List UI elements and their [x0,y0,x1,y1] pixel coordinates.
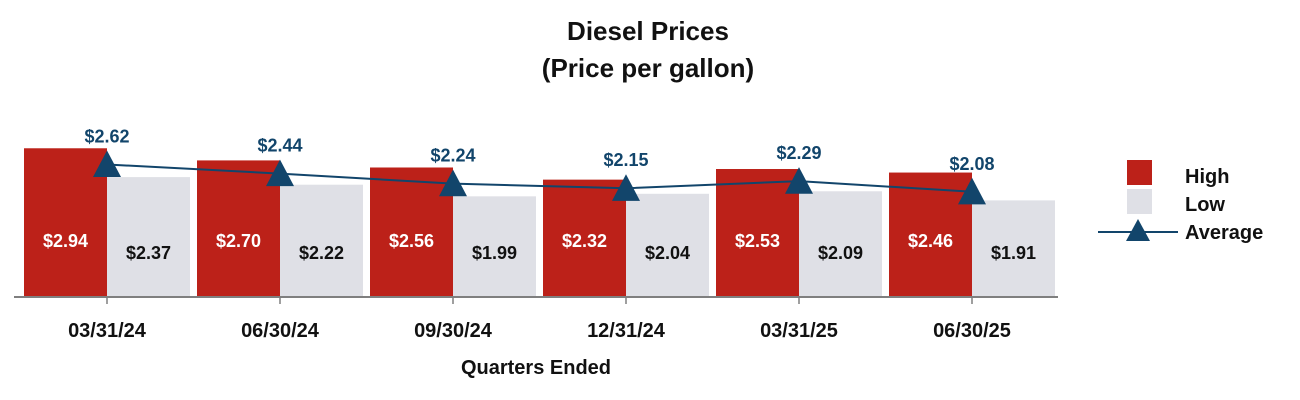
average-marker-triangle [958,177,986,205]
high-value-label: $2.46 [908,231,953,251]
high-value-label: $2.53 [735,231,780,251]
x-tick-label: 12/31/24 [587,320,666,342]
low-bar [799,191,882,297]
low-value-label: $1.99 [472,243,517,263]
legend-average-triangle-icon [1126,219,1150,241]
low-value-label: $2.09 [818,243,863,263]
average-marker-triangle [612,174,640,201]
high-bar [370,167,453,297]
legend-high-swatch [1127,160,1152,185]
x-axis: 03/31/24 06/30/24 09/30/24 12/31/24 03/31/25… [14,296,1058,342]
low-bar [626,193,709,297]
chart-subtitle: (Price per gallon) [542,53,754,83]
average-value-label: $2.29 [776,143,821,163]
average-marker-triangle [439,169,467,197]
high-value-label: $2.70 [216,231,261,251]
legend-high-label: High [1185,166,1229,188]
high-bar [716,169,799,297]
x-tick-label: 06/30/24 [241,320,320,342]
legend-low-label: Low [1185,194,1225,216]
average-line [106,163,973,193]
high-value-label: $2.94 [43,231,88,251]
high-value-label: $2.32 [562,231,607,251]
high-bar [197,160,280,297]
legend-low-swatch [1127,189,1152,214]
average-value-label: $2.15 [603,150,648,170]
chart-title: Diesel Prices [567,16,729,46]
average-value-label: $2.62 [84,126,129,146]
high-bar [889,172,972,297]
low-value-label: $2.22 [299,243,344,263]
legend: High Low Average [1098,160,1263,244]
average-value-label: $2.44 [257,136,302,156]
low-bar [107,177,190,297]
low-value-label: $2.04 [645,243,690,263]
average-marker-triangle [93,150,121,178]
average-marker-triangle [266,159,294,187]
high-value-label: $2.56 [389,231,434,251]
low-bar [453,196,536,297]
data-labels-group: $2.94 $2.37 $2.62 $2.70 $2.22 $2.44 $2.56 $1.99… [43,126,1036,263]
low-value-label: $1.91 [991,243,1036,263]
bars-group [24,148,1055,297]
x-tick-label: 09/30/24 [414,320,493,342]
high-bar [543,179,626,297]
low-bar [280,184,363,297]
average-marker-triangle [785,167,813,194]
x-tick-label: 03/31/24 [68,320,147,342]
average-value-label: $2.24 [430,146,475,166]
low-value-label: $2.37 [126,243,171,263]
high-bar [24,148,107,297]
average-value-label: $2.08 [949,154,994,174]
low-bar [972,200,1055,297]
average-line-group [93,150,986,205]
legend-average-label: Average [1185,222,1263,244]
x-axis-title: Quarters Ended [461,357,611,379]
x-tick-label: 06/30/25 [933,320,1011,342]
x-tick-label: 03/31/25 [760,320,838,342]
